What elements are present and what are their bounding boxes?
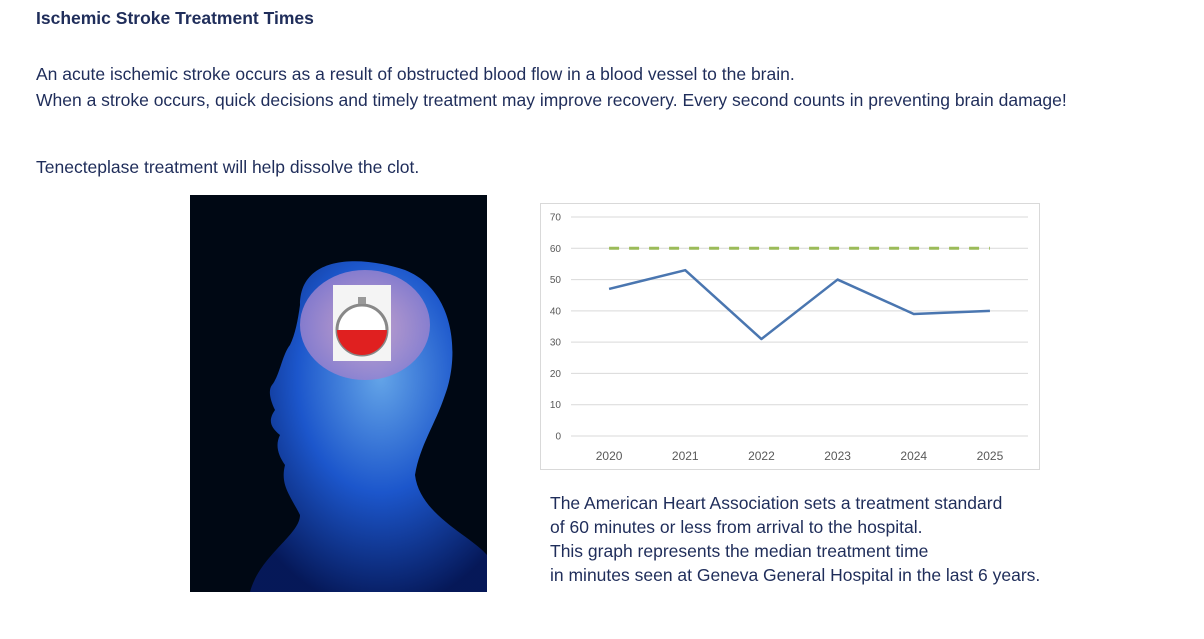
x-tick-label: 2025 (977, 449, 1004, 463)
x-tick-label: 2022 (748, 449, 775, 463)
y-tick-label: 60 (550, 244, 562, 255)
x-tick-label: 2024 (900, 449, 927, 463)
y-tick-label: 50 (550, 275, 562, 286)
y-tick-label: 20 (550, 369, 562, 380)
caption-line-2: of 60 minutes or less from arrival to th… (550, 517, 923, 537)
brain-stopwatch-image (190, 195, 487, 592)
x-tick-label: 2020 (596, 449, 623, 463)
y-tick-label: 10 (550, 400, 562, 411)
intro-paragraph-2: When a stroke occurs, quick decisions an… (36, 90, 1067, 110)
treatment-time-chart: 0 10 20 30 40 50 60 70 2020 2021 2022 2023 2024 2025 (540, 203, 1040, 470)
caption-line-3: This graph represents the median treatme… (550, 541, 929, 561)
x-tick-label: 2023 (824, 449, 851, 463)
caption-line-4: in minutes seen at Geneva General Hospit… (550, 565, 1041, 585)
intro-paragraph-3: Tenecteplase treatment will help dissolv… (36, 157, 420, 177)
y-tick-label: 70 (550, 213, 562, 224)
chart-caption: The American Heart Association sets a tr… (550, 491, 1040, 587)
y-tick-label: 0 (555, 432, 561, 443)
intro-paragraph-1: An acute ischemic stroke occurs as a res… (36, 64, 795, 84)
caption-line-1: The American Heart Association sets a tr… (550, 493, 1003, 513)
y-tick-label: 30 (550, 338, 562, 349)
median-time-line (608, 268, 990, 341)
x-tick-label: 2021 (672, 449, 699, 463)
page-title: Ischemic Stroke Treatment Times (36, 8, 314, 28)
y-tick-label: 40 (550, 306, 562, 317)
